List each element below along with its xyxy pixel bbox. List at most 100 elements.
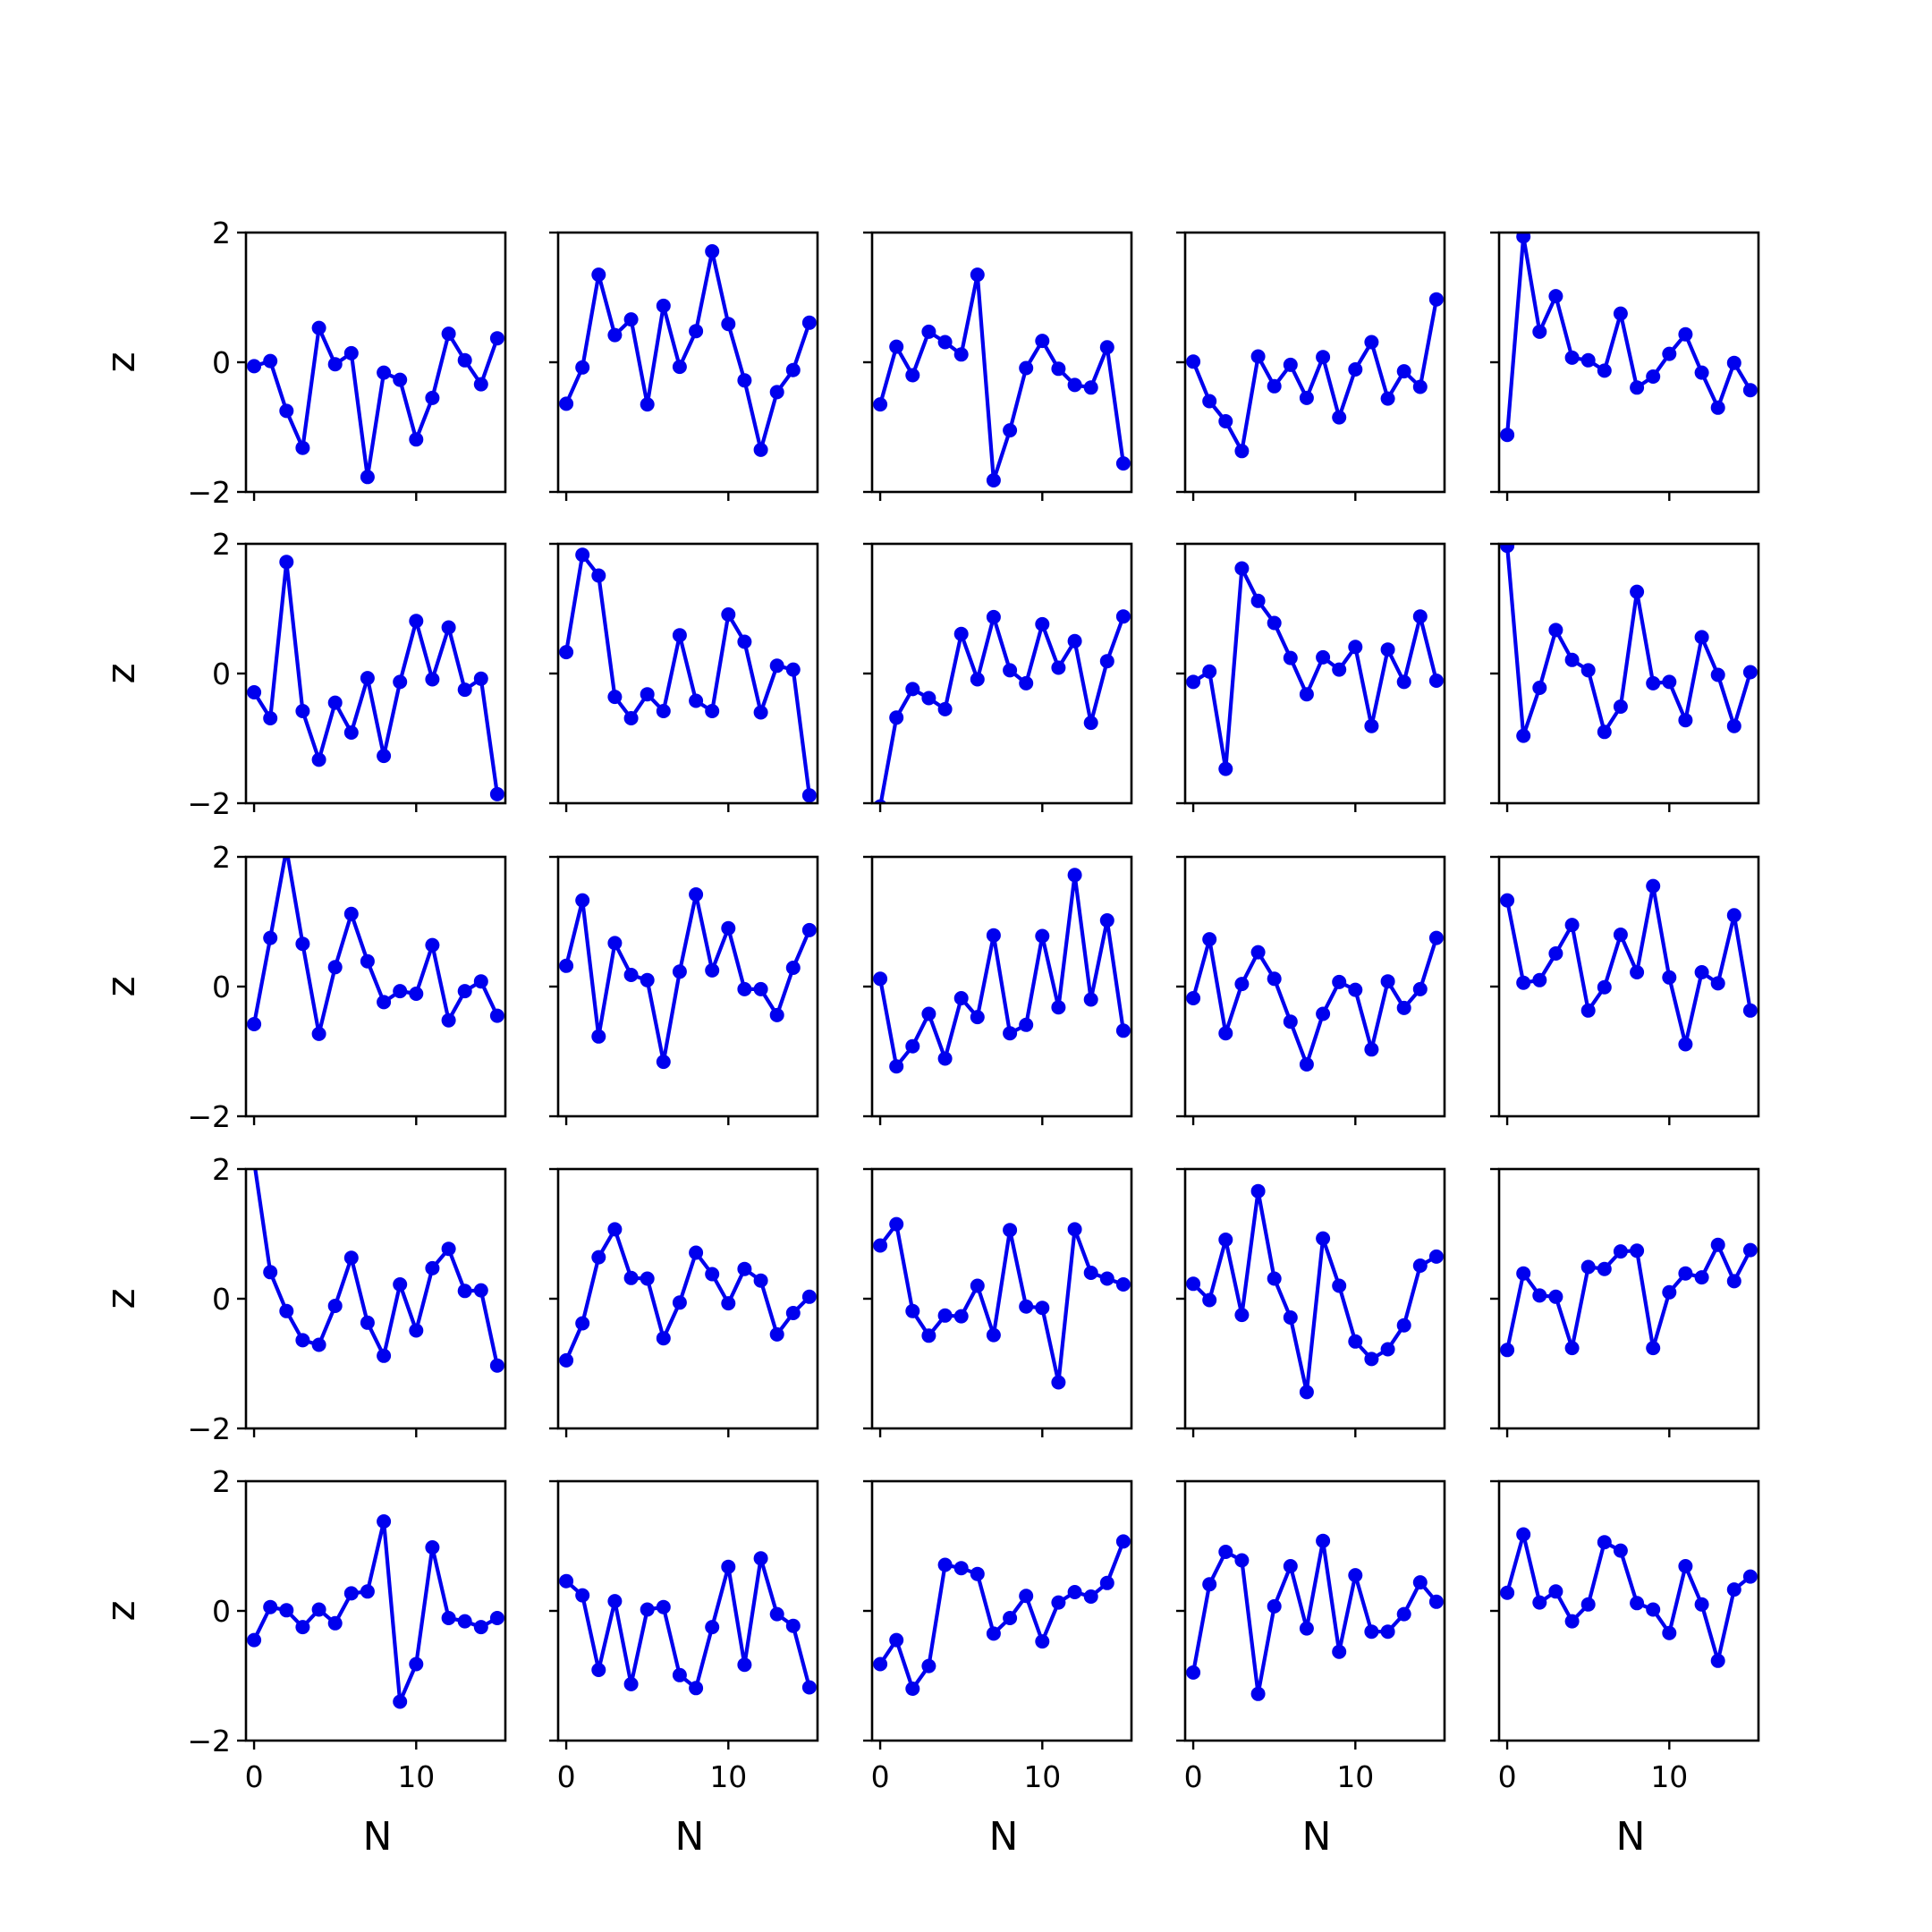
- data-point: [1250, 1686, 1266, 1701]
- x-tick-label: 0: [871, 1759, 890, 1794]
- data-point: [1332, 410, 1347, 425]
- data-point: [705, 1620, 720, 1635]
- data-point: [311, 1337, 326, 1352]
- data-point: [607, 327, 623, 343]
- data-point: [953, 991, 969, 1005]
- data-point: [1332, 1644, 1347, 1659]
- panel-r5-c1: 2 0 −2 z 0 10N: [98, 1464, 507, 1860]
- data-point: [705, 1267, 720, 1282]
- data-point: [457, 1614, 472, 1629]
- y-tick-label: 2: [212, 840, 231, 875]
- data-point: [1694, 1597, 1709, 1612]
- data-point: [1067, 1222, 1082, 1237]
- data-point: [1115, 1277, 1131, 1292]
- data-point: [327, 960, 343, 975]
- series: [873, 1534, 1131, 1696]
- data-point: [1299, 390, 1314, 405]
- data-point: [656, 1599, 671, 1614]
- data-point: [801, 1289, 817, 1304]
- data-point: [377, 749, 392, 764]
- data-point: [721, 1559, 736, 1574]
- data-point: [393, 1694, 408, 1709]
- data-point: [1412, 981, 1428, 996]
- data-point: [623, 711, 639, 725]
- data-point: [575, 1588, 590, 1603]
- data-point: [377, 365, 392, 380]
- data-point: [1019, 1017, 1034, 1032]
- data-point: [970, 1278, 985, 1293]
- series: [1500, 1237, 1758, 1358]
- data-point: [1742, 1003, 1758, 1018]
- data-point: [1548, 1289, 1563, 1304]
- data-point: [889, 339, 904, 354]
- data-point: [1710, 976, 1725, 991]
- x-axis-label: N: [675, 1814, 705, 1860]
- panel-r5-c4: 0 10N: [1176, 1479, 1446, 1860]
- data-point: [1597, 724, 1612, 740]
- panel-r1-c1: 2 0 −2 z: [98, 216, 507, 510]
- data-point: [1067, 1585, 1082, 1599]
- data-point: [607, 690, 623, 705]
- data-point: [559, 645, 574, 660]
- data-point: [1051, 361, 1066, 377]
- data-point: [1412, 1575, 1428, 1590]
- data-point: [1726, 1582, 1741, 1597]
- data-point: [937, 1051, 953, 1066]
- data-point: [640, 1271, 655, 1286]
- data-point: [1694, 1270, 1709, 1285]
- panel-r1-c3: [863, 231, 1133, 501]
- data-point: [1630, 1596, 1645, 1611]
- panel-r3-c5: [1490, 855, 1760, 1125]
- data-point: [295, 704, 310, 718]
- data-point: [769, 658, 784, 674]
- data-point: [623, 1676, 639, 1691]
- data-point: [1630, 380, 1645, 395]
- data-point: [591, 568, 606, 583]
- data-point: [393, 372, 408, 387]
- data-point: [1234, 977, 1250, 992]
- panel-r3-c2: [549, 855, 819, 1125]
- data-point: [1348, 982, 1363, 997]
- y-tick-label: 0: [212, 1282, 231, 1317]
- data-point: [1267, 378, 1282, 394]
- data-point: [1396, 364, 1411, 379]
- data-point: [1548, 289, 1563, 304]
- data-point: [1003, 1026, 1018, 1041]
- data-point: [672, 964, 687, 979]
- data-point: [393, 984, 408, 999]
- data-point: [1380, 391, 1395, 406]
- data-point: [801, 788, 817, 803]
- x-axis-label: N: [1302, 1814, 1332, 1860]
- data-point: [785, 662, 801, 677]
- data-point: [1267, 615, 1282, 631]
- data-point: [1630, 965, 1645, 979]
- series: [247, 555, 504, 801]
- data-point: [1299, 687, 1314, 702]
- data-point: [1548, 1584, 1563, 1599]
- data-point: [1003, 1611, 1018, 1625]
- series: [1500, 1527, 1758, 1668]
- data-point: [705, 962, 720, 978]
- data-point: [1613, 1244, 1628, 1259]
- data-point: [753, 705, 768, 720]
- data-point: [1516, 975, 1531, 990]
- data-point: [1564, 350, 1580, 365]
- data-point: [559, 958, 574, 973]
- data-point: [640, 687, 655, 702]
- data-point: [785, 1306, 801, 1320]
- data-point: [672, 1295, 687, 1310]
- data-point: [327, 695, 343, 710]
- series-line: [253, 1169, 499, 1367]
- series-line: [1191, 936, 1438, 1067]
- data-point: [1580, 1259, 1596, 1275]
- data-point: [1186, 674, 1201, 690]
- data-point: [1035, 334, 1050, 349]
- data-point: [986, 609, 1001, 624]
- data-point: [1267, 971, 1282, 987]
- data-point: [409, 432, 424, 447]
- data-point: [1202, 394, 1217, 409]
- data-point: [1234, 1553, 1250, 1568]
- data-point: [937, 335, 953, 350]
- series-line: [878, 873, 1125, 1069]
